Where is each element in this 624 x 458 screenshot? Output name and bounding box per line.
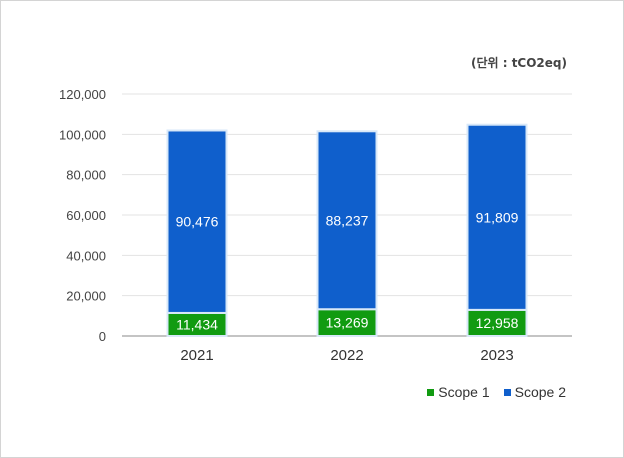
bar-scope2 — [316, 130, 378, 311]
legend-swatch-scope1 — [427, 388, 435, 396]
y-tick-label: 80,000 — [66, 168, 106, 183]
y-tick-label: 40,000 — [66, 248, 106, 263]
bar-scope2 — [166, 129, 228, 314]
bar-value-label: 12,958 — [476, 315, 519, 331]
legend-item-scope1: Scope 1 — [427, 384, 490, 400]
x-tick-label: 2023 — [480, 347, 513, 364]
y-tick-label: 0 — [99, 329, 106, 344]
bar-scope1 — [316, 308, 378, 337]
y-tick-label: 100,000 — [59, 127, 106, 142]
x-tick-label: 2022 — [330, 347, 363, 364]
legend-label-scope2: Scope 2 — [514, 384, 566, 400]
x-tick-label: 2021 — [180, 347, 213, 364]
legend-swatch-scope2 — [503, 388, 511, 396]
y-tick-label: 20,000 — [66, 289, 106, 304]
legend: Scope 1 Scope 2 — [427, 384, 566, 400]
y-tick-label: 120,000 — [59, 87, 106, 102]
legend-label-scope1: Scope 1 — [438, 384, 490, 400]
bar-value-label: 90,476 — [176, 214, 219, 230]
bar-value-label: 13,269 — [326, 315, 369, 331]
bar-scope1 — [466, 308, 528, 338]
bar-scope2 — [466, 123, 528, 311]
bar-value-label: 88,237 — [326, 212, 369, 228]
bar-value-label: 11,434 — [176, 316, 218, 332]
unit-label: (단위 : tCO2eq) — [470, 56, 567, 70]
y-tick-label: 60,000 — [66, 208, 106, 223]
legend-item-scope2: Scope 2 — [503, 384, 566, 400]
bar-value-label: 91,809 — [476, 209, 519, 225]
